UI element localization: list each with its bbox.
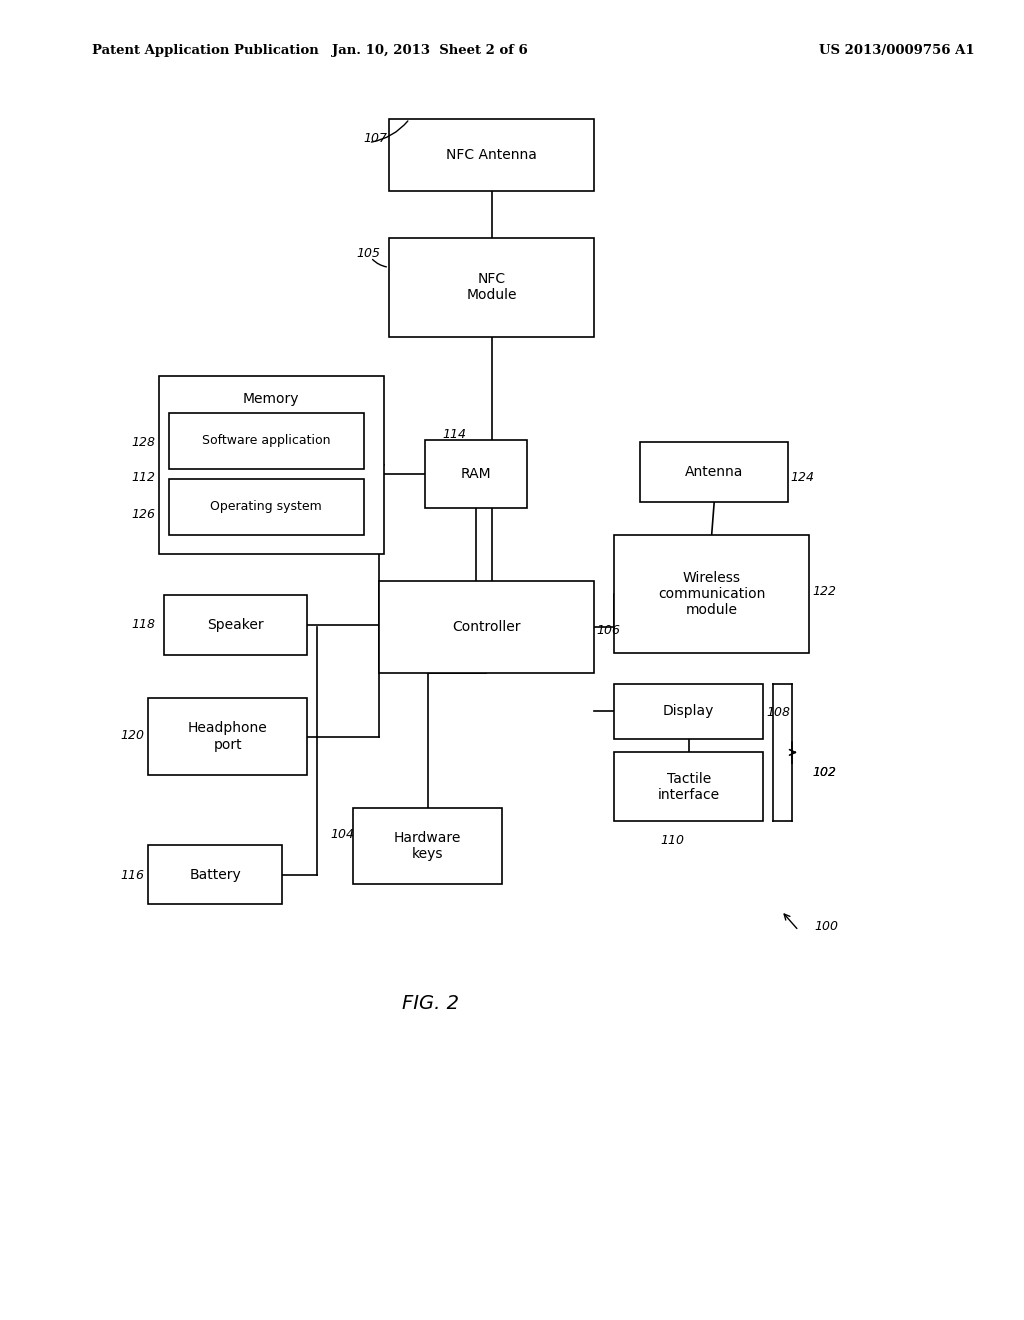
Text: 120: 120 (121, 729, 144, 742)
Text: Patent Application Publication: Patent Application Publication (92, 44, 318, 57)
Text: Wireless
communication
module: Wireless communication module (658, 570, 765, 618)
FancyBboxPatch shape (353, 808, 502, 884)
Text: RAM: RAM (461, 467, 492, 480)
FancyBboxPatch shape (425, 440, 527, 508)
Text: 126: 126 (131, 508, 155, 521)
Text: Headphone
port: Headphone port (188, 722, 267, 751)
FancyBboxPatch shape (169, 413, 364, 469)
Text: 100: 100 (814, 920, 838, 933)
Text: Battery: Battery (189, 867, 241, 882)
Text: Tactile
interface: Tactile interface (657, 772, 720, 801)
Text: 106: 106 (596, 624, 620, 638)
Text: 110: 110 (660, 834, 684, 847)
Text: 124: 124 (791, 471, 814, 484)
Text: Memory: Memory (243, 392, 300, 407)
Text: Software application: Software application (202, 434, 331, 447)
Text: 122: 122 (812, 585, 836, 598)
Text: 128: 128 (131, 436, 155, 449)
Text: FIG. 2: FIG. 2 (401, 994, 459, 1012)
FancyBboxPatch shape (379, 581, 594, 673)
Text: Jan. 10, 2013  Sheet 2 of 6: Jan. 10, 2013 Sheet 2 of 6 (332, 44, 528, 57)
Text: US 2013/0009756 A1: US 2013/0009756 A1 (819, 44, 975, 57)
Text: 104: 104 (331, 828, 354, 841)
Text: 112: 112 (131, 471, 155, 484)
Text: 114: 114 (442, 428, 466, 441)
FancyBboxPatch shape (389, 238, 594, 337)
Text: Speaker: Speaker (207, 618, 264, 632)
Text: 102: 102 (812, 766, 836, 779)
Text: 108: 108 (766, 706, 790, 719)
Text: Display: Display (663, 705, 715, 718)
FancyBboxPatch shape (159, 376, 384, 554)
Text: 118: 118 (131, 618, 155, 631)
FancyBboxPatch shape (389, 119, 594, 191)
FancyBboxPatch shape (164, 595, 307, 655)
Text: Antenna: Antenna (685, 465, 743, 479)
FancyBboxPatch shape (614, 535, 809, 653)
FancyBboxPatch shape (148, 845, 282, 904)
Text: Operating system: Operating system (210, 500, 323, 513)
Text: Hardware
keys: Hardware keys (394, 832, 461, 861)
FancyBboxPatch shape (614, 752, 763, 821)
FancyBboxPatch shape (640, 442, 788, 502)
Text: 102: 102 (812, 766, 836, 779)
FancyBboxPatch shape (148, 698, 307, 775)
Text: 107: 107 (364, 132, 387, 145)
Text: 105: 105 (356, 247, 380, 260)
Text: NFC
Module: NFC Module (466, 272, 517, 302)
FancyBboxPatch shape (614, 684, 763, 739)
Text: Controller: Controller (453, 620, 520, 634)
Text: NFC Antenna: NFC Antenna (446, 148, 537, 162)
Text: 116: 116 (121, 869, 144, 882)
FancyBboxPatch shape (169, 479, 364, 535)
